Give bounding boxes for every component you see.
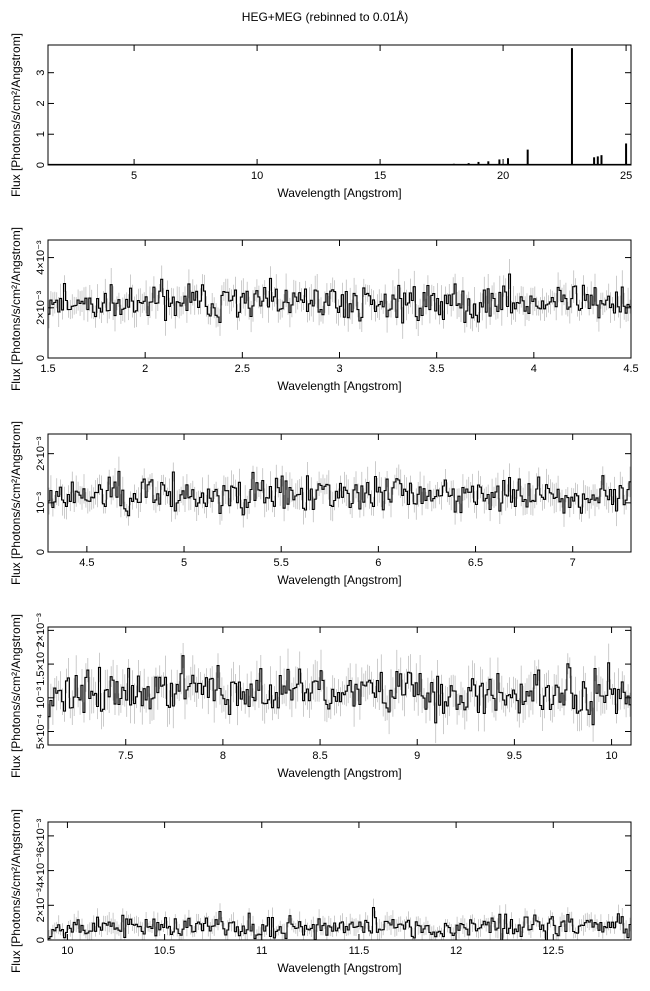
y-axis-label: Flux [Photons/s/cm²/Angstrom] [9, 227, 23, 391]
y-tick-label: 4×10⁻³ [35, 853, 47, 888]
plot-frame-5 [47, 821, 632, 941]
x-tick-label: 6.5 [468, 557, 483, 569]
x-axis-label: Wavelength [Angstrom] [277, 379, 401, 393]
panel-1: 5 10 15 20 25 0 1 2 3 Wavelength [Angstrom] Flux [… [9, 33, 632, 200]
x-tick-label: 4.5 [79, 557, 94, 569]
x-tick-label: 9.5 [507, 750, 522, 762]
y-tick-label: 2×10⁻³ [35, 888, 47, 923]
x-tick-label: 4.5 [623, 363, 638, 375]
y-tick-label: 2×10⁻³ [35, 436, 47, 471]
y-tick-label: 3 [35, 70, 47, 76]
y-tick-label: 2 [35, 100, 47, 106]
x-tick-label: 5 [181, 557, 187, 569]
x-tick-label: 6 [375, 557, 381, 569]
panel-4: 7.5 8 8.5 9 9.5 10 5×10⁻⁴ 10⁻³1.5×10⁻³2×10⁻³ Wav… [9, 613, 632, 780]
x-tick-label: 15 [374, 170, 386, 182]
y-tick-label: 5×10⁻⁴ [35, 714, 47, 750]
y-axis-label: Flux [Photons/s/cm²/Angstrom] [9, 614, 23, 778]
spectrum-trace-2 [48, 273, 631, 324]
y-tick-label: 0 [35, 162, 47, 168]
y-tick-label: 0 [35, 937, 47, 943]
y-tick-label: 10⁻³ [35, 492, 47, 514]
x-tick-label: 12.5 [543, 945, 564, 957]
panel-3: 4.5 5 5.5 6 6.5 7 0 10⁻³ 2×10⁻³ Wavelength [Angst… [9, 421, 632, 587]
y-axis-label: Flux [Photons/s/cm²/Angstrom] [9, 421, 23, 585]
spectrum-4 [48, 643, 631, 744]
plot-frame-3 [47, 433, 632, 553]
y-tick-label: 10⁻³ [35, 687, 47, 709]
x-tick-label: 10.5 [154, 945, 175, 957]
x-tick-label: 11.5 [349, 945, 370, 957]
y-tick-label: 0 [35, 355, 47, 361]
spectrum-3 [48, 456, 631, 528]
spectrum-trace-4 [48, 655, 631, 726]
y-tick-label: 2×10⁻³ [35, 613, 47, 648]
x-tick-label: 20 [497, 170, 509, 182]
spectrum-1 [48, 48, 631, 165]
x-tick-label: 11 [256, 945, 267, 957]
plot-frame-1 [47, 44, 632, 166]
spectrum-trace-5 [48, 907, 631, 940]
x-tick-label: 2.5 [235, 363, 250, 375]
x-axis-label: Wavelength [Angstrom] [277, 961, 401, 975]
x-axis-label: Wavelength [Angstrom] [277, 186, 401, 200]
x-tick-label: 3 [336, 363, 342, 375]
x-tick-label: 1.5 [40, 363, 55, 375]
y-axis-label: Flux [Photons/s/cm²/Angstrom] [9, 809, 23, 973]
y-tick-label: 1 [35, 131, 47, 137]
page-title: HEG+MEG (rebinned to 0.01Å) [241, 10, 409, 24]
y-tick-label: 4×10⁻³ [35, 240, 47, 275]
spectrum-trace-3 [48, 470, 631, 517]
x-tick-label: 10 [61, 945, 73, 957]
spectrum-5 [48, 898, 631, 940]
x-tick-label: 10 [605, 750, 617, 762]
x-tick-label: 12 [450, 945, 462, 957]
panel-2: 1.5 2 2.5 3 3.5 4 4.5 0 2×10⁻³ 4×10⁻³ Wavelength [… [9, 227, 639, 393]
spectrum-2 [48, 259, 631, 339]
x-tick-label: 8 [220, 750, 226, 762]
x-tick-label: 7.5 [118, 750, 133, 762]
x-tick-label: 9 [414, 750, 420, 762]
x-tick-label: 3.5 [429, 363, 444, 375]
panel-5: 10 10.5 11 11.5 12 12.5 0 2×10⁻³4×10⁻³6×10⁻³ Wav… [9, 809, 632, 975]
x-tick-label: 10 [251, 170, 263, 182]
y-axis-label: Flux [Photons/s/cm²/Angstrom] [9, 33, 23, 197]
x-tick-label: 4 [531, 363, 537, 375]
x-tick-label: 25 [620, 170, 632, 182]
x-tick-label: 5.5 [274, 557, 289, 569]
y-tick-label: 0 [35, 549, 47, 555]
x-tick-label: 7 [570, 557, 576, 569]
error-bars-2 [48, 259, 631, 339]
plot-frame-4 [47, 626, 632, 746]
x-axis-label: Wavelength [Angstrom] [277, 573, 401, 587]
x-tick-label: 5 [131, 170, 137, 182]
y-tick-label: 6×10⁻³ [35, 818, 47, 853]
plot-frame-2 [47, 239, 632, 359]
y-tick-label: 1.5×10⁻³ [35, 642, 47, 686]
x-tick-label: 2 [142, 363, 148, 375]
x-tick-label: 8.5 [312, 750, 327, 762]
y-tick-label: 2×10⁻³ [35, 290, 47, 325]
x-axis-label: Wavelength [Angstrom] [277, 766, 401, 780]
